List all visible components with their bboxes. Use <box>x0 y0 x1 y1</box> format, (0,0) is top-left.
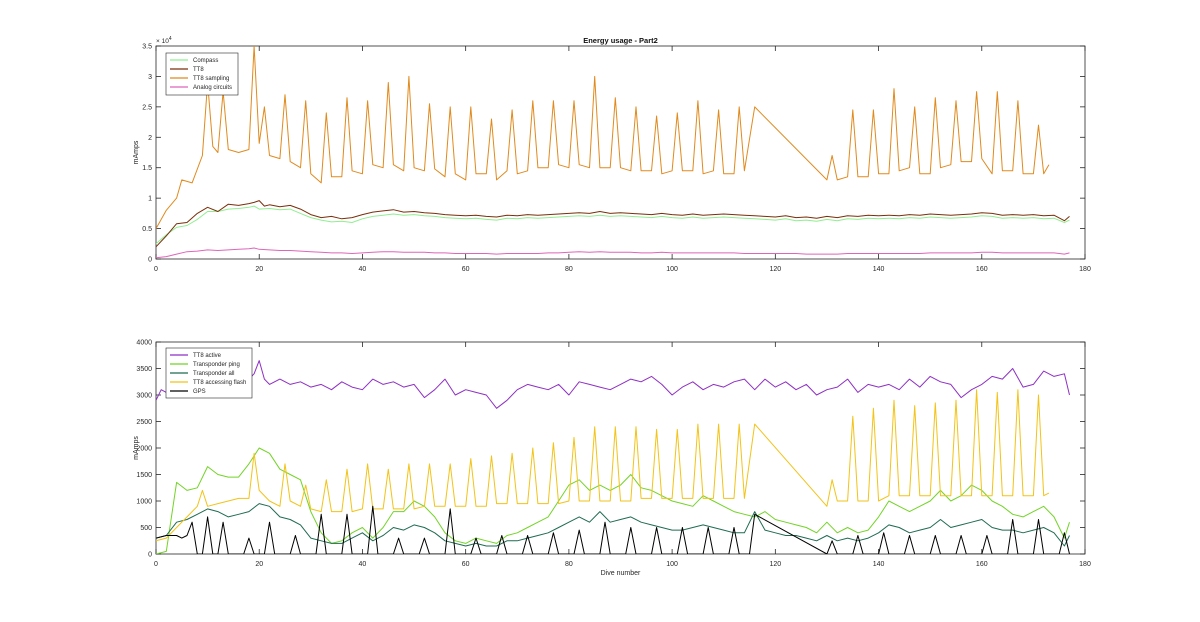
x-tick-label: 40 <box>359 561 367 568</box>
x-tick-label: 0 <box>154 561 158 568</box>
chart-title: Energy usage - Part2 <box>583 36 658 45</box>
x-tick-label: 100 <box>666 561 678 568</box>
y-tick-label: 1.5 <box>142 165 152 172</box>
x-tick-label: 20 <box>255 561 263 568</box>
legend-label: TT8 <box>193 67 204 73</box>
x-tick-label: 100 <box>666 266 678 273</box>
legend-label: GPS <box>193 389 206 395</box>
x-tick-label: 20 <box>255 266 263 273</box>
y-tick-label: 0 <box>148 257 152 264</box>
x-tick-label: 160 <box>976 266 988 273</box>
legend-label: Compass <box>193 58 218 64</box>
x-tick-label: 80 <box>565 266 573 273</box>
y-tick-label: 1000 <box>136 499 152 506</box>
legend: Compass TT8 TT8 sampling Analog circuits <box>165 52 239 96</box>
series-line-2 <box>156 447 1070 554</box>
y-tick-label: 2.5 <box>142 104 152 111</box>
series-line-4 <box>156 389 1050 542</box>
y-axis-label: mAmps <box>133 436 140 460</box>
x-tick-label: 60 <box>462 561 470 568</box>
x-tick-label: 160 <box>976 561 988 568</box>
legend-label: Transponder all <box>193 371 234 377</box>
series-line-2 <box>156 200 1070 248</box>
series-group <box>156 46 1070 259</box>
x-tick-label: 180 <box>1079 266 1091 273</box>
y-tick-label: 1 <box>148 196 152 203</box>
x-tick-label: 60 <box>462 266 470 273</box>
legend-label: TT8 active <box>193 353 222 359</box>
series-line-5 <box>156 505 1070 554</box>
y-tick-label: 2 <box>148 135 152 142</box>
y-tick-label: 0.5 <box>142 226 152 233</box>
chart-2: 0 20 40 60 80 100 120 140 160 180 0 500 1000 1500 2000… <box>133 340 1091 578</box>
y-tick-label: 2000 <box>136 446 152 453</box>
x-tick-label: 40 <box>359 266 367 273</box>
series-line-3 <box>156 46 1050 229</box>
y-tick-label: 3500 <box>136 366 152 373</box>
x-tick-label: 140 <box>873 561 885 568</box>
legend: TT8 active Transponder ping Transponder al… <box>165 347 253 399</box>
y-axis-label: mAmps <box>133 140 140 164</box>
plot-area <box>155 341 1086 555</box>
series-line-4 <box>156 247 1070 259</box>
chart-1: 0 20 40 60 80 100 120 140 160 180 0 0.5 1 1.5 2 2.5 3 3.5… <box>133 36 1091 273</box>
legend-label: Transponder ping <box>193 362 240 368</box>
x-tick-label: 120 <box>769 266 781 273</box>
y-exponent-label: × 104 <box>156 36 172 45</box>
y-tick-label: 1500 <box>136 472 152 479</box>
plot-area <box>155 45 1086 260</box>
series-line-3 <box>156 503 1070 547</box>
x-tick-label: 80 <box>565 561 573 568</box>
x-tick-label: 120 <box>769 561 781 568</box>
series-group <box>156 360 1070 554</box>
y-tick-label: 500 <box>140 525 152 532</box>
x-tick-label: 180 <box>1079 561 1091 568</box>
y-tick-label: 3000 <box>136 393 152 400</box>
legend-label: TT8 sampling <box>193 76 229 82</box>
y-tick-label: 4000 <box>136 340 152 347</box>
y-tick-label: 3 <box>148 74 152 81</box>
series-line-1 <box>156 360 1070 409</box>
y-tick-label: 3.5 <box>142 44 152 51</box>
y-tick-label: 2500 <box>136 419 152 426</box>
x-axis-label: Dive number <box>601 570 641 577</box>
y-tick-label: 0 <box>148 552 152 559</box>
x-tick-label: 140 <box>873 266 885 273</box>
legend-label: TT8 accessing flash <box>193 380 246 386</box>
series-line-1 <box>156 205 1070 245</box>
legend-label: Analog circuits <box>193 85 232 91</box>
x-tick-label: 0 <box>154 266 158 273</box>
